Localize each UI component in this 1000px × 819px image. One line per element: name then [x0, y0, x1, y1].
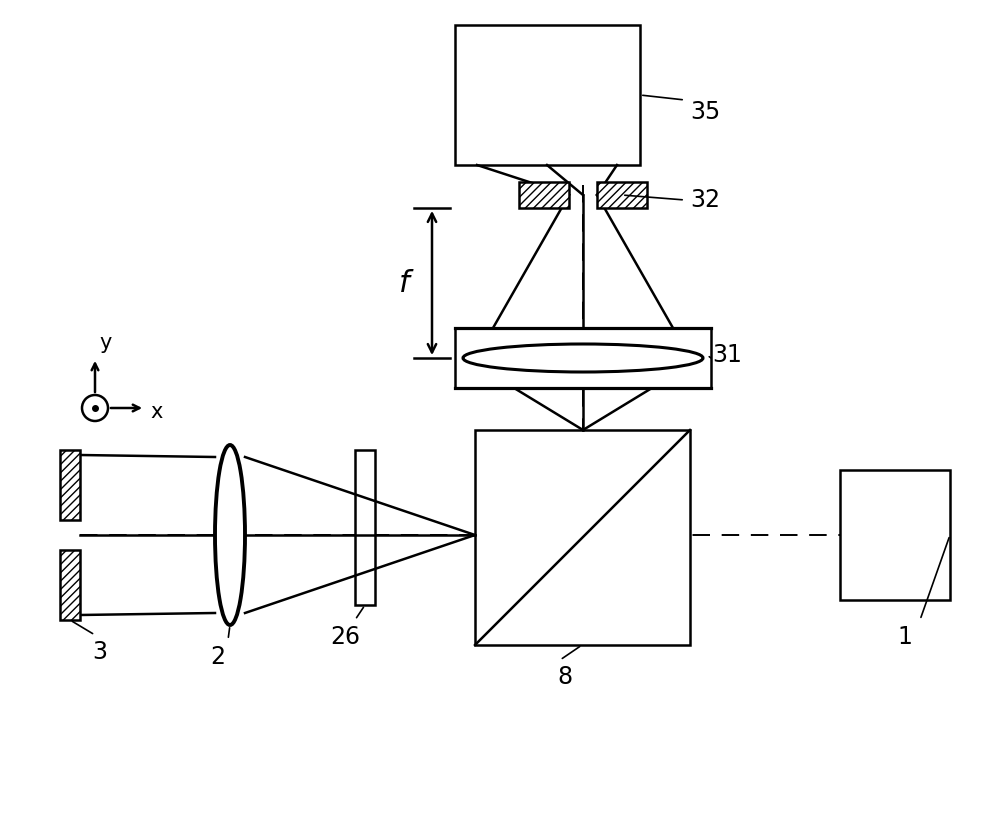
- Text: 1: 1: [898, 625, 912, 649]
- Bar: [519, 182, 569, 208]
- Bar: [597, 182, 647, 208]
- Text: 32: 32: [690, 188, 720, 212]
- Text: x: x: [150, 402, 162, 422]
- Ellipse shape: [463, 344, 703, 372]
- Bar: [60, 450, 80, 520]
- Bar: [840, 470, 950, 600]
- Bar: [455, 328, 711, 388]
- Ellipse shape: [215, 445, 245, 625]
- Bar: [60, 550, 80, 620]
- Text: 35: 35: [690, 100, 720, 124]
- Text: y: y: [99, 333, 111, 353]
- Text: f: f: [399, 269, 409, 297]
- Text: 26: 26: [330, 625, 360, 649]
- Bar: [475, 430, 690, 645]
- Text: 31: 31: [712, 343, 742, 367]
- Text: 8: 8: [557, 665, 573, 689]
- Bar: [355, 450, 375, 605]
- Text: 3: 3: [92, 640, 108, 664]
- Bar: [455, 25, 640, 165]
- Text: 2: 2: [210, 645, 226, 669]
